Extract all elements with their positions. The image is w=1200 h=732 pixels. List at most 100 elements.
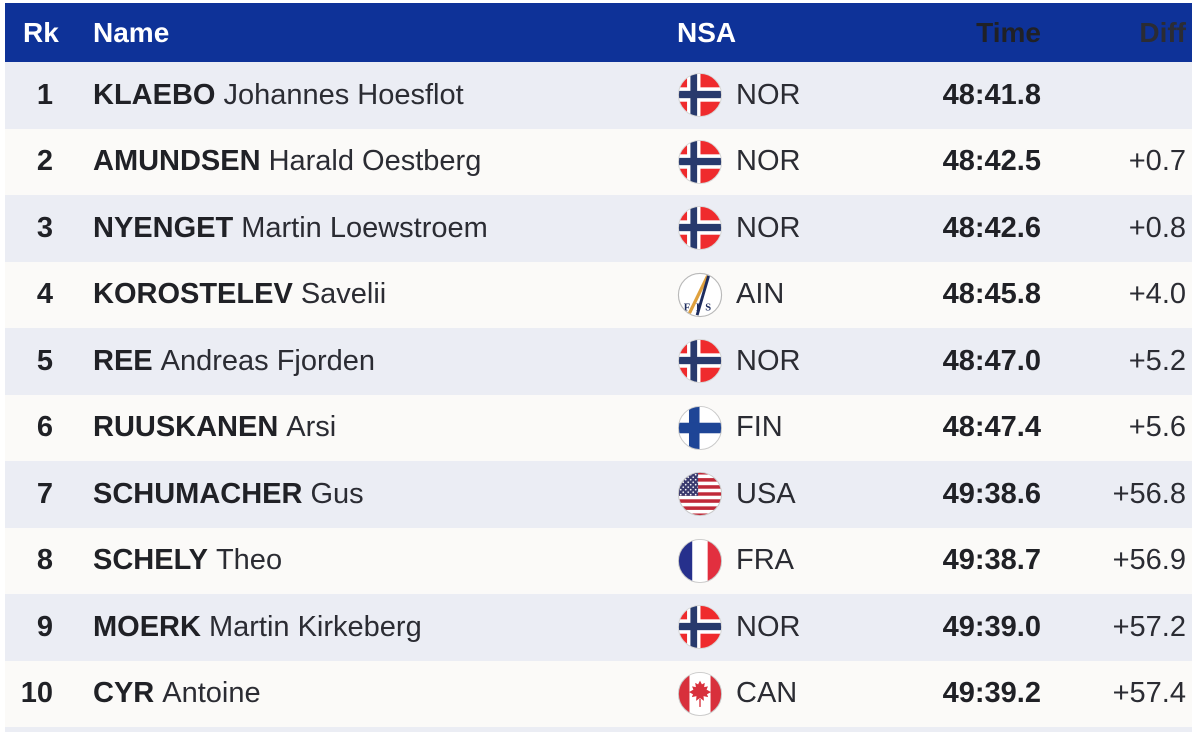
name-cell: RUUSKANEN Arsi: [75, 411, 641, 444]
table-row: 7 SCHUMACHER Gus USA 49:38.6 +56.8: [5, 461, 1192, 528]
table-header-row: Rk Name NSA Time Diff: [5, 3, 1192, 62]
nsa-code: NOR: [736, 145, 801, 178]
table-row: 9 MOERK Martin Kirkeberg NOR 49:39.0 +57.…: [5, 594, 1192, 661]
diff-cell: +4.0: [1128, 278, 1186, 311]
name-cell: MOERK Martin Kirkeberg: [75, 611, 641, 644]
nsa-code: USA: [736, 477, 796, 510]
col-header-diff: Diff: [1139, 16, 1186, 48]
nor-flag-icon: [677, 139, 723, 185]
rank-cell: 8: [36, 544, 53, 577]
name-cell: REE Andreas Fjorden: [75, 345, 641, 378]
table-row: 4 KOROSTELEV Savelii AIN 48:45.8 +4.0: [5, 261, 1192, 328]
nsa-code: NOR: [736, 211, 801, 244]
time-cell: 48:47.4: [942, 411, 1041, 444]
athlete-last-name: KOROSTELEV: [93, 278, 293, 311]
col-header-rank: Rk: [23, 16, 59, 48]
athlete-last-name: KLAEBO: [93, 78, 216, 111]
col-header-nsa: NSA: [677, 16, 737, 48]
time-cell: 49:39.0: [942, 610, 1041, 643]
athlete-first-name: Martin Kirkeberg: [208, 610, 422, 643]
athlete-last-name: MOERK: [93, 610, 201, 643]
athlete-last-name: SCHELY: [93, 544, 208, 577]
athlete-last-name: NYENGET: [93, 211, 234, 244]
table-row: 8 SCHELY Theo FRA 49:38.7 +56.9: [5, 527, 1192, 594]
fin-flag-icon: [677, 405, 723, 451]
nor-flag-icon: [677, 72, 723, 118]
name-cell: KOROSTELEV Savelii: [75, 278, 641, 311]
col-header-name: Name: [93, 16, 170, 48]
nsa-code: AIN: [736, 278, 785, 311]
rank-cell: 2: [36, 145, 53, 178]
athlete-last-name: CYR: [93, 677, 155, 710]
nsa-cell: NOR: [641, 139, 851, 185]
table-row: 3 NYENGET Martin Loewstroem NOR 48:42.6 +…: [5, 195, 1192, 262]
nsa-code: NOR: [736, 78, 801, 111]
athlete-first-name: Arsi: [286, 411, 337, 444]
athlete-first-name: Savelii: [300, 278, 387, 311]
nsa-code: NOR: [736, 610, 801, 643]
nor-flag-icon: [677, 338, 723, 384]
athlete-last-name: SCHUMACHER: [93, 477, 303, 510]
table-row: 1 KLAEBO Johannes Hoesflot NOR 48:41.8: [5, 62, 1192, 129]
athlete-last-name: RUUSKANEN: [93, 411, 279, 444]
rank-cell: 7: [36, 477, 53, 510]
results-rows: 1 KLAEBO Johannes Hoesflot NOR 48:41.8 2 …: [5, 62, 1192, 727]
nsa-cell: FRA: [641, 538, 851, 584]
nsa-cell: FIN: [641, 405, 851, 451]
nsa-cell: AIN: [641, 272, 851, 318]
nsa-code: CAN: [736, 677, 798, 710]
diff-cell: +0.7: [1128, 145, 1186, 178]
athlete-first-name: Martin Loewstroem: [241, 211, 488, 244]
nsa-cell: NOR: [641, 604, 851, 650]
table-row: 5 REE Andreas Fjorden NOR 48:47.0 +5.2: [5, 328, 1192, 395]
nsa-code: FRA: [736, 544, 794, 577]
rank-cell: 4: [36, 278, 53, 311]
rank-cell: 1: [36, 78, 53, 111]
rank-cell: 10: [20, 677, 53, 710]
nor-flag-icon: [677, 604, 723, 650]
time-cell: 49:38.6: [942, 477, 1041, 510]
diff-cell: +5.6: [1128, 411, 1186, 444]
diff-cell: +0.8: [1128, 211, 1186, 244]
time-cell: 48:41.8: [942, 78, 1041, 111]
time-cell: 49:38.7: [942, 544, 1041, 577]
nsa-code: FIN: [736, 411, 783, 444]
can-flag-icon: [677, 671, 723, 717]
name-cell: SCHELY Theo: [75, 544, 641, 577]
athlete-first-name: Harald Oestberg: [268, 145, 482, 178]
athlete-last-name: AMUNDSEN: [93, 145, 261, 178]
diff-cell: +56.8: [1112, 477, 1186, 510]
table-row: 10 CYR Antoine CAN 49:39.2 +57.4: [5, 660, 1192, 727]
nsa-cell: USA: [641, 471, 851, 517]
diff-cell: +57.4: [1112, 677, 1186, 710]
fra-flag-icon: [677, 538, 723, 584]
diff-cell: +56.9: [1112, 544, 1186, 577]
table-row: 6 RUUSKANEN Arsi FIN 48:47.4 +5.6: [5, 394, 1192, 461]
athlete-first-name: Johannes Hoesflot: [223, 78, 464, 111]
nsa-cell: CAN: [641, 671, 851, 717]
col-header-time: Time: [976, 16, 1041, 48]
time-cell: 48:47.0: [942, 344, 1041, 377]
rank-cell: 9: [36, 610, 53, 643]
rank-cell: 6: [36, 411, 53, 444]
athlete-last-name: REE: [93, 344, 153, 377]
name-cell: KLAEBO Johannes Hoesflot: [75, 79, 641, 112]
partial-next-row: [5, 727, 1192, 732]
nor-flag-icon: [677, 205, 723, 251]
rank-cell: 5: [36, 344, 53, 377]
name-cell: SCHUMACHER Gus: [75, 478, 641, 511]
time-cell: 48:45.8: [942, 278, 1041, 311]
nsa-code: NOR: [736, 344, 801, 377]
name-cell: NYENGET Martin Loewstroem: [75, 212, 641, 245]
usa-flag-icon: [677, 471, 723, 517]
athlete-first-name: Andreas Fjorden: [160, 344, 376, 377]
nsa-cell: NOR: [641, 205, 851, 251]
athlete-first-name: Gus: [310, 477, 364, 510]
table-row: 2 AMUNDSEN Harald Oestberg NOR 48:42.5 +0…: [5, 128, 1192, 195]
time-cell: 49:39.2: [942, 677, 1041, 710]
name-cell: CYR Antoine: [75, 677, 641, 710]
diff-cell: +57.2: [1112, 610, 1186, 643]
time-cell: 48:42.6: [942, 211, 1041, 244]
name-cell: AMUNDSEN Harald Oestberg: [75, 145, 641, 178]
